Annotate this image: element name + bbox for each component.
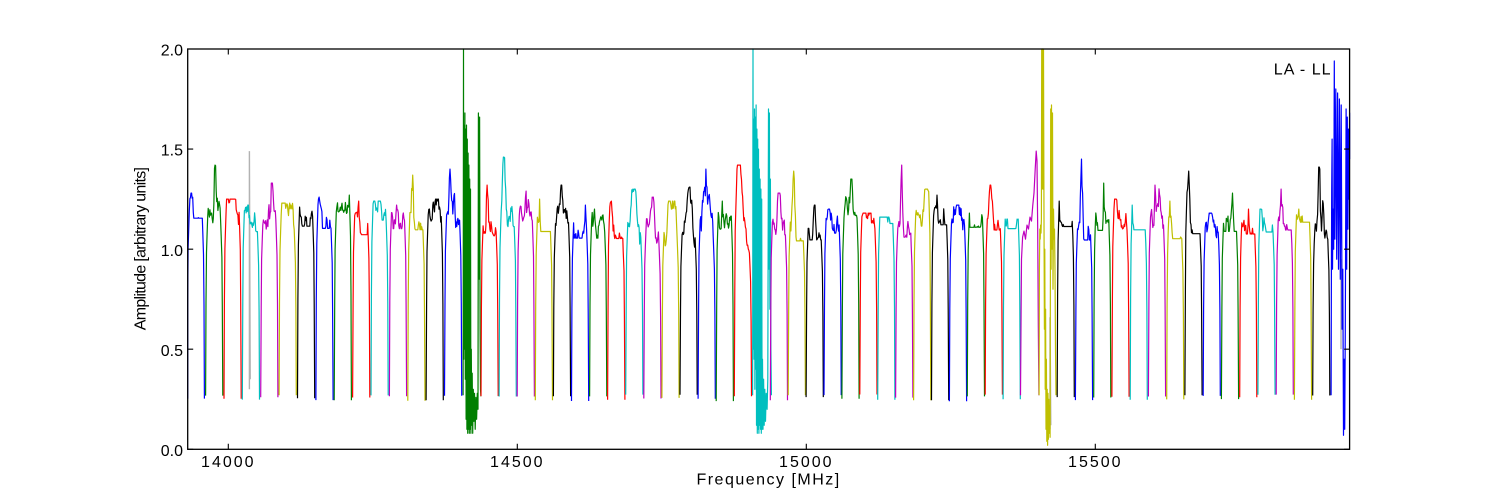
svg-text:Frequency [MHz]: Frequency [MHz] (696, 472, 840, 489)
svg-text:0.0: 0.0 (161, 443, 183, 460)
svg-text:14500: 14500 (490, 454, 545, 471)
svg-text:1.5: 1.5 (161, 143, 183, 160)
svg-text:0.5: 0.5 (161, 343, 183, 360)
svg-text:15000: 15000 (779, 454, 834, 471)
svg-text:14000: 14000 (201, 454, 256, 471)
svg-text:2.0: 2.0 (161, 43, 183, 60)
svg-text:1.0: 1.0 (161, 243, 183, 260)
svg-text:15500: 15500 (1068, 454, 1123, 471)
svg-text:LA - LL: LA - LL (1274, 62, 1332, 79)
svg-text:Amplitude [arbitrary units]: Amplitude [arbitrary units] (133, 167, 150, 330)
